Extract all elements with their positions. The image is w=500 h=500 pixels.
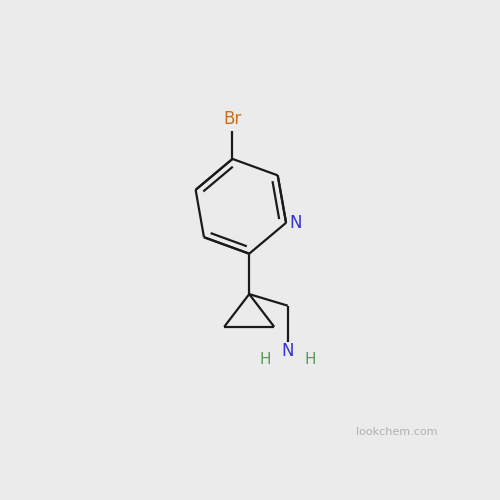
Text: N: N — [282, 342, 294, 360]
Text: H: H — [304, 352, 316, 367]
Text: N: N — [289, 214, 302, 232]
Text: lookchem.com: lookchem.com — [356, 428, 437, 438]
Text: H: H — [260, 352, 271, 367]
Text: Br: Br — [224, 110, 242, 128]
